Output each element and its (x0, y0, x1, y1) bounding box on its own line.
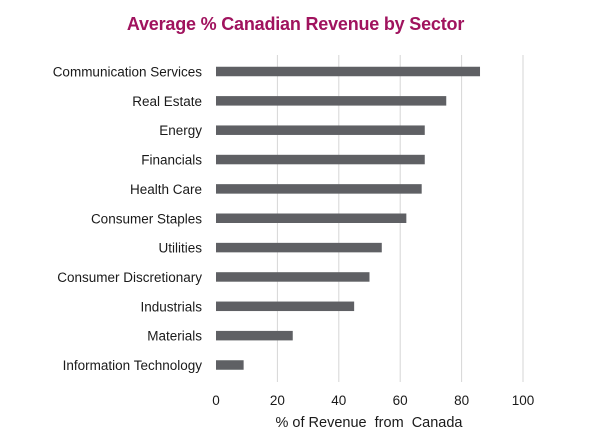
category-labels: Communication Services Real Estate Energy F… (53, 65, 203, 374)
bar-industrials (216, 301, 355, 312)
bar-utilities (216, 242, 382, 253)
category-label: Financials (141, 153, 202, 168)
x-tick-labels: 0 20 40 60 80 100 (212, 393, 534, 408)
bar-materials (216, 330, 293, 341)
bar-consumer-staples (216, 213, 407, 223)
category-label: Energy (159, 123, 202, 138)
bar-information-technology (216, 360, 244, 370)
x-tick-label: 0 (212, 393, 220, 408)
category-label: Communication Services (53, 65, 203, 80)
category-label: Utilities (158, 241, 202, 256)
x-tick-label: 20 (270, 393, 285, 408)
category-label: Real Estate (132, 94, 202, 109)
category-label: Industrials (140, 299, 202, 314)
bar-communication-services (216, 66, 481, 77)
x-tick-label: 40 (331, 393, 346, 408)
x-tick-label: 80 (454, 393, 469, 408)
bars (216, 66, 481, 370)
category-label: Health Care (130, 182, 202, 197)
bar-consumer-discretionary (216, 272, 370, 282)
bar-real-estate (216, 96, 447, 106)
category-label: Information Technology (63, 358, 203, 373)
category-label: Consumer Staples (91, 211, 202, 226)
bar-financials (216, 154, 425, 165)
x-axis-label: % of Revenue from Canada (276, 415, 464, 431)
x-tick-label: 100 (512, 393, 535, 408)
chart-title: Average % Canadian Revenue by Sector (126, 14, 465, 34)
bar-energy (216, 125, 425, 135)
x-tick-label: 60 (393, 393, 408, 408)
category-label: Consumer Discretionary (57, 270, 202, 285)
category-label: Materials (147, 329, 202, 344)
bar-health-care (216, 184, 422, 194)
